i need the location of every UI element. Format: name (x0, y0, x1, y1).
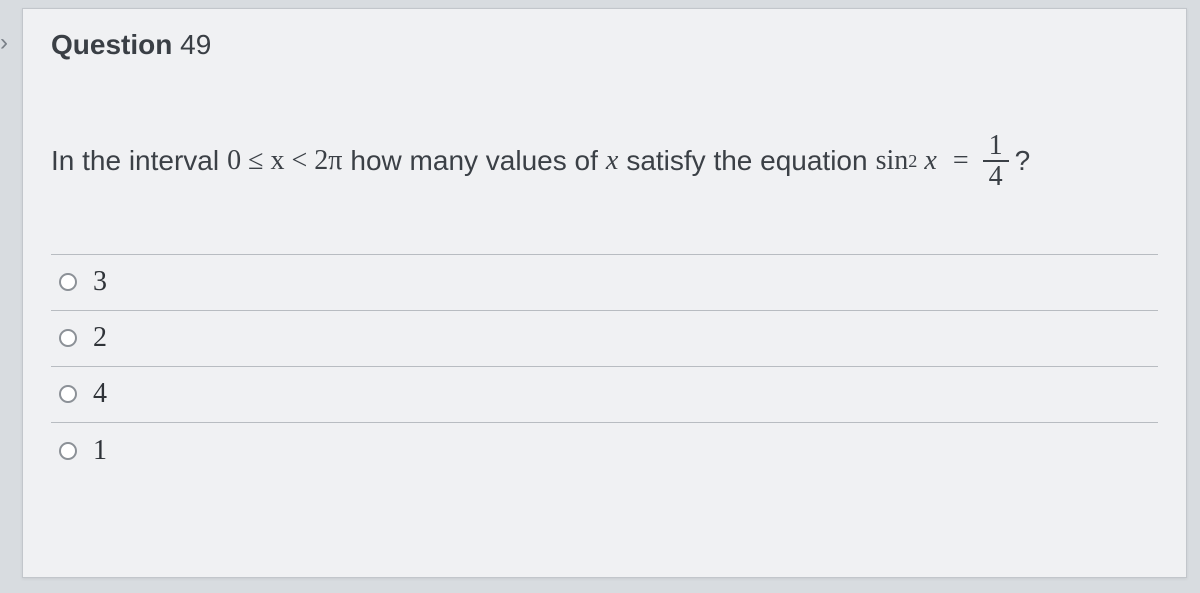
fraction-denominator: 4 (983, 162, 1009, 191)
radio-icon (59, 273, 77, 291)
equation-rhs-fraction: 1 4 (983, 131, 1009, 192)
prompt-part-2: how many values of (350, 139, 597, 184)
prompt-part-3: satisfy the equation (626, 139, 867, 184)
equation-lhs: sin2 x (876, 139, 937, 184)
radio-icon (59, 442, 77, 460)
question-header: Question 49 (51, 29, 1158, 61)
interval-expression: 0 ≤ x < 2π (227, 139, 342, 184)
option-row[interactable]: 4 (51, 367, 1158, 423)
question-panel: Question 49 In the interval 0 ≤ x < 2π h… (22, 8, 1187, 578)
question-number: 49 (180, 29, 211, 60)
question-label: Question (51, 29, 172, 60)
option-label: 4 (93, 378, 107, 410)
option-row[interactable]: 2 (51, 311, 1158, 367)
option-label: 1 (93, 435, 107, 467)
option-row[interactable]: 3 (51, 255, 1158, 311)
prompt-part-1: In the interval (51, 139, 219, 184)
radio-icon (59, 385, 77, 403)
option-label: 2 (93, 322, 107, 354)
option-row[interactable]: 1 (51, 423, 1158, 479)
options-list: 3 2 4 1 (51, 254, 1158, 479)
option-label: 3 (93, 266, 107, 298)
variable-x: x (606, 139, 618, 184)
fraction-numerator: 1 (983, 131, 1009, 162)
prev-chevron[interactable]: › (0, 28, 13, 58)
equation-equals: = (953, 139, 969, 184)
prompt-qmark: ? (1015, 139, 1031, 184)
question-text: In the interval 0 ≤ x < 2π how many valu… (51, 131, 1158, 192)
radio-icon (59, 329, 77, 347)
chevron-right-icon: › (0, 29, 8, 57)
